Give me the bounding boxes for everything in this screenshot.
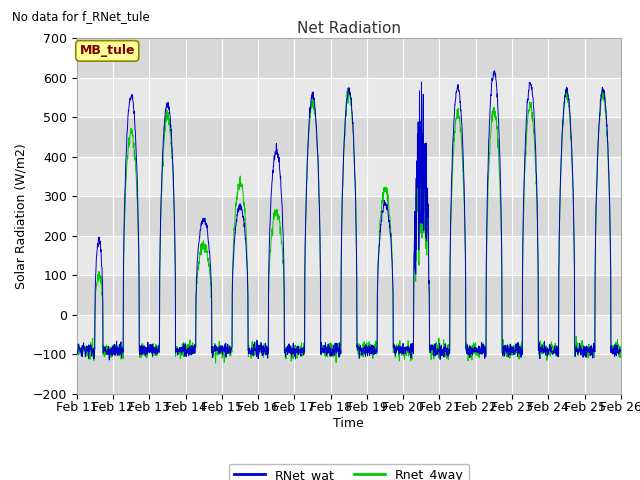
RNet_wat [225,347,232,353]
RNet_wat [491,68,499,74]
Bar [77,157,621,196]
RNet_wat [365,349,372,355]
RNet_wat [617,348,625,354]
Bar [77,117,621,157]
Rnet_4way [599,86,607,92]
Rnet_4way [225,349,232,355]
Rnet_4way [617,343,625,349]
Bar [77,196,621,236]
X-axis label: Time: Time [333,417,364,430]
Bar [77,78,621,117]
Text: MB_tule: MB_tule [79,44,135,58]
RNet_wat [584,349,592,355]
Bar [77,354,621,394]
Bar [77,38,621,78]
Title: Net Radiation: Net Radiation [297,21,401,36]
RNet_wat [106,357,113,363]
Bar [77,315,621,354]
Rnet_4way [365,343,372,349]
Rnet_4way [73,342,81,348]
Line: Rnet_4way: Rnet_4way [77,89,621,363]
Text: No data for f_RNet_tule: No data for f_RNet_tule [12,10,149,23]
Rnet_4way [584,355,592,360]
Rnet_4way [212,360,220,366]
RNet_wat [376,229,384,235]
Bar [77,236,621,275]
RNet_wat [73,348,81,354]
Rnet_4way [376,215,384,220]
Rnet_4way [507,342,515,348]
Line: RNet_wat: RNet_wat [77,71,621,360]
RNet_wat [508,346,515,351]
RNet_wat [570,188,577,194]
Bar [77,275,621,315]
Y-axis label: Solar Radiation (W/m2): Solar Radiation (W/m2) [14,143,27,289]
Rnet_4way [569,181,577,187]
Legend: RNet_wat, Rnet_4way: RNet_wat, Rnet_4way [229,464,468,480]
